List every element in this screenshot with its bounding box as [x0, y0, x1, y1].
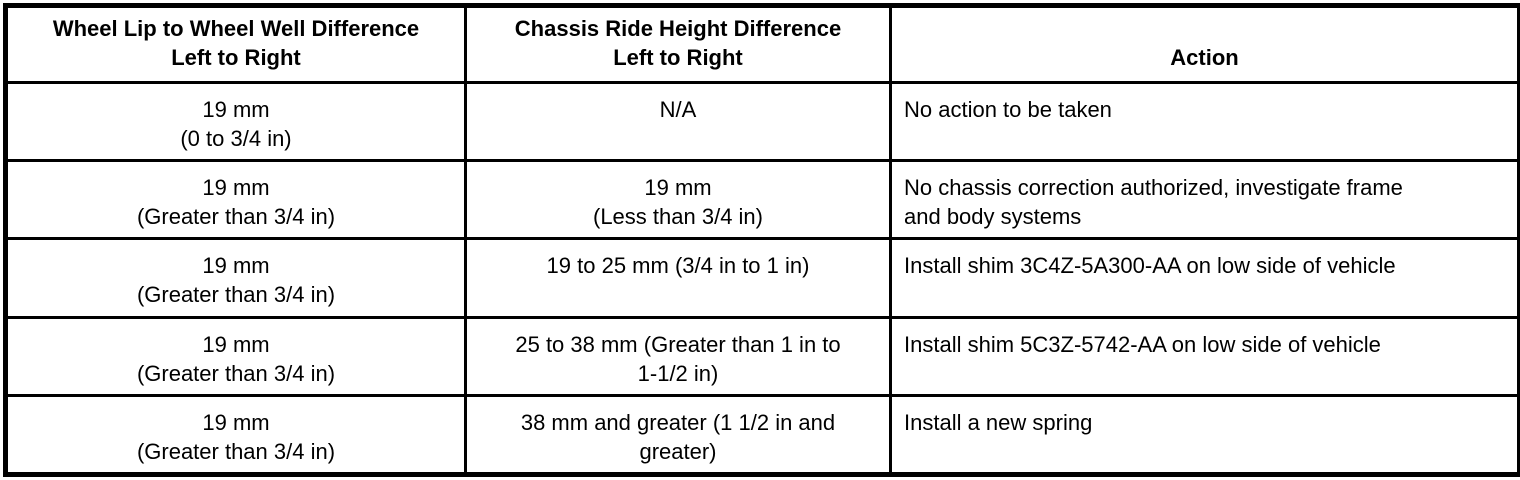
cell-action-row1: No action to be taken [889, 80, 1520, 163]
table-row: 19 mm (Greater than 3/4 in) 19 to 25 mm (… [4, 237, 1520, 319]
cell-action-row3: Install shim 3C4Z-5A300-AA on low side o… [889, 237, 1520, 319]
cell-action-row5: Install a new spring [889, 393, 1520, 477]
cell-wheel-lip-row5: 19 mm (Greater than 3/4 in) [4, 393, 467, 477]
cell-wheel-lip-row3: 19 mm (Greater than 3/4 in) [4, 237, 467, 319]
cell-action-row4: Install shim 5C3Z-5742-AA on low side of… [889, 315, 1520, 397]
header-chassis-ride-height-difference: Chassis Ride Height Difference Left to Ri… [464, 4, 892, 84]
cell-wheel-lip-row4: 19 mm (Greater than 3/4 in) [4, 315, 467, 397]
cell-chassis-row2: 19 mm (Less than 3/4 in) [464, 159, 892, 241]
ride-height-action-table: Wheel Lip to Wheel Well Difference Left t… [3, 3, 1520, 477]
table-row: 19 mm (Greater than 3/4 in) 38 mm and gre… [4, 393, 1520, 477]
header-wheel-lip-difference: Wheel Lip to Wheel Well Difference Left t… [4, 4, 467, 84]
cell-chassis-row5: 38 mm and greater (1 1/2 in and greater) [464, 393, 892, 477]
cell-action-row2: No chassis correction authorized, invest… [889, 159, 1520, 241]
cell-chassis-row3: 19 to 25 mm (3/4 in to 1 in) [464, 237, 892, 319]
cell-wheel-lip-row2: 19 mm (Greater than 3/4 in) [4, 159, 467, 241]
table-row: 19 mm (0 to 3/4 in) N/A No action to be t… [4, 80, 1520, 163]
cell-wheel-lip-row1: 19 mm (0 to 3/4 in) [4, 80, 467, 163]
cell-chassis-row1: N/A [464, 80, 892, 163]
header-action: Action [889, 4, 1520, 84]
table-row: 19 mm (Greater than 3/4 in) 25 to 38 mm (… [4, 315, 1520, 397]
header-row: Wheel Lip to Wheel Well Difference Left t… [4, 4, 1520, 84]
table-row: 19 mm (Greater than 3/4 in) 19 mm (Less th… [4, 159, 1520, 241]
cell-chassis-row4: 25 to 38 mm (Greater than 1 in to 1-1/2 i… [464, 315, 892, 397]
